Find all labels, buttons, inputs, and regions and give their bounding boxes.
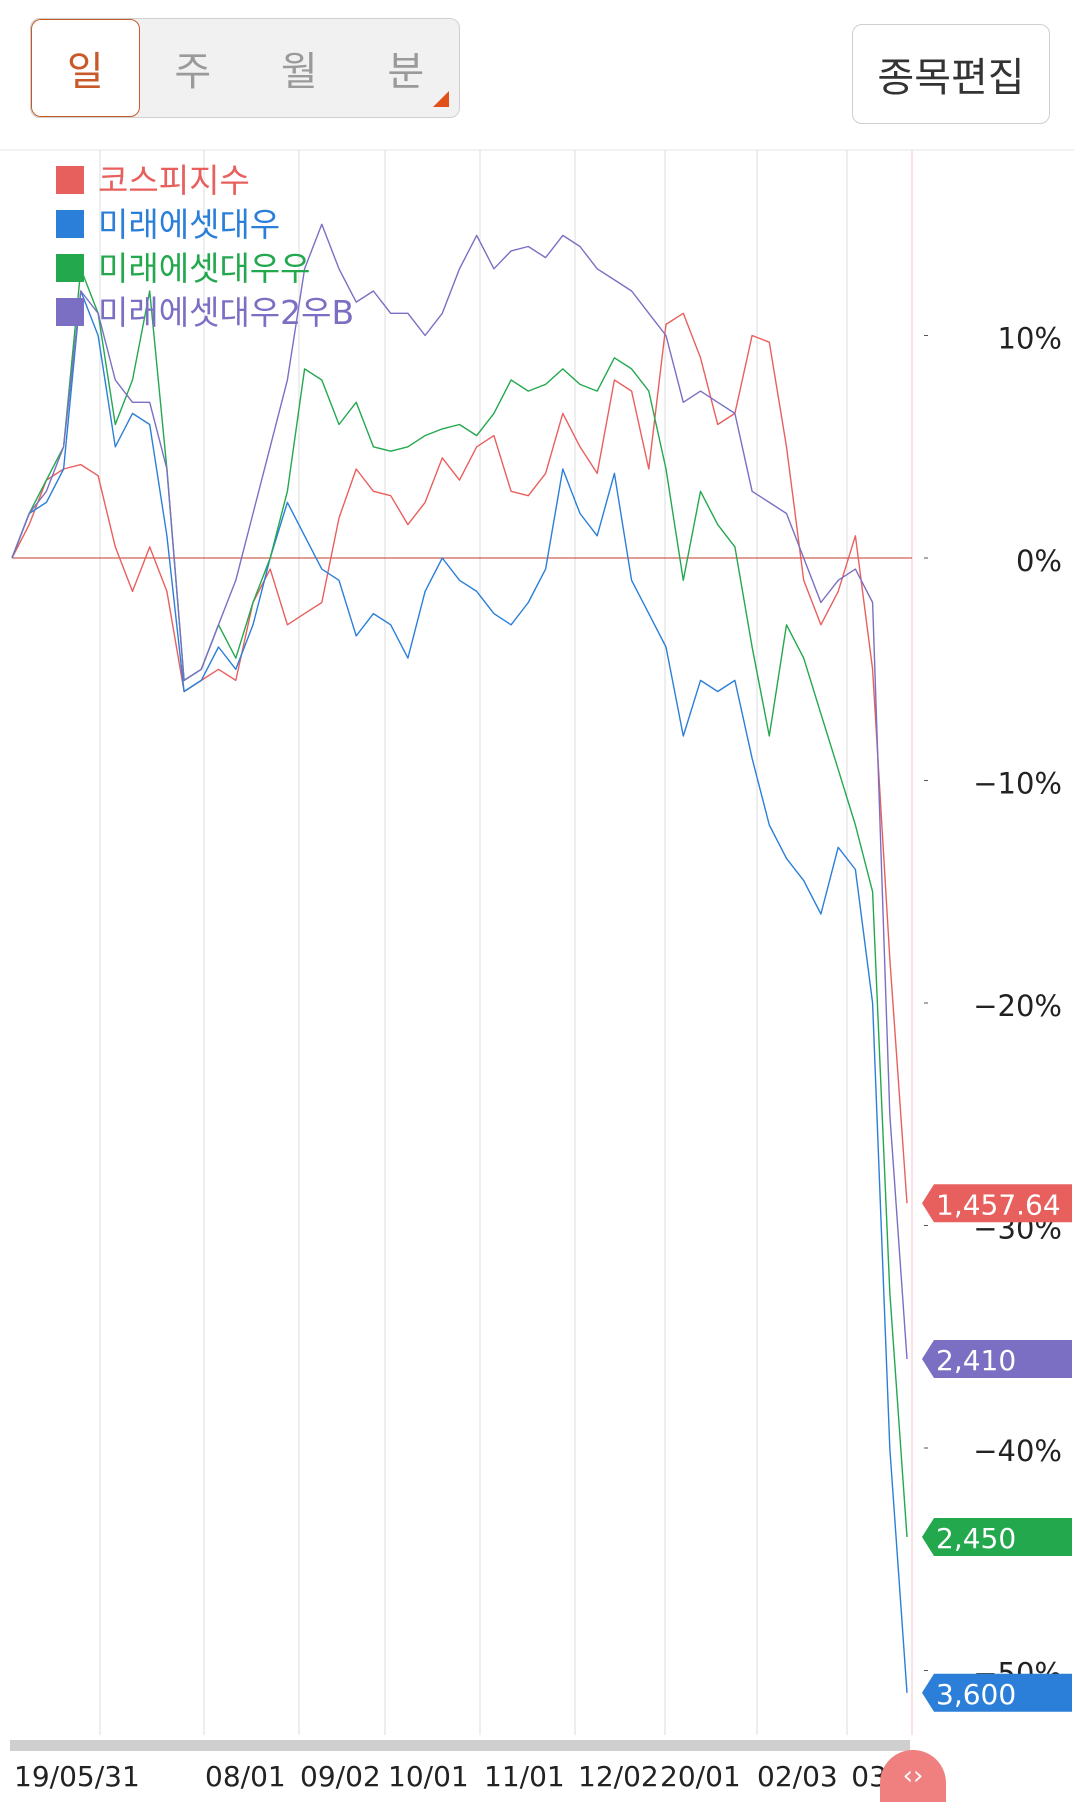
x-tick-label: 09/02 bbox=[300, 1760, 381, 1793]
x-tick-label: 20/01 bbox=[660, 1760, 741, 1793]
end-value-tag bbox=[922, 1673, 1072, 1712]
end-value-tag bbox=[922, 1518, 1072, 1556]
tab-minute[interactable]: 분 bbox=[387, 49, 425, 95]
horizontal-scrollbar[interactable] bbox=[10, 1740, 910, 1751]
end-value-tag bbox=[922, 1340, 1072, 1378]
y-tick-label: −10% bbox=[973, 767, 1062, 801]
series-line-4 bbox=[11, 223, 908, 1360]
series-line-3 bbox=[11, 268, 908, 1538]
legend-label: 코스피지수 bbox=[98, 161, 250, 200]
period-tabs: 일 주 월 분 bbox=[30, 18, 460, 118]
end-value-tag bbox=[922, 1184, 1072, 1223]
end-value-label: 3,600 bbox=[936, 1678, 1016, 1711]
y-tick-label: 0% bbox=[1016, 544, 1062, 578]
legend-swatch bbox=[56, 298, 84, 326]
y-tick-label: 10% bbox=[998, 322, 1062, 356]
y-tick-label: −20% bbox=[973, 989, 1062, 1023]
legend-label: 미래에셋대우우 bbox=[98, 249, 311, 288]
end-value-label: 2,450 bbox=[936, 1522, 1016, 1555]
tab-daily[interactable]: 일 bbox=[31, 19, 140, 117]
chart-scroll-handle[interactable]: ‹› bbox=[880, 1750, 946, 1802]
x-tick-label: 11/01 bbox=[484, 1760, 565, 1793]
legend-swatch bbox=[56, 210, 84, 238]
legend-label: 미래에셋대우 bbox=[98, 205, 280, 244]
end-value-label: 2,410 bbox=[936, 1344, 1016, 1377]
end-value-label: 1,457.64 bbox=[936, 1188, 1061, 1221]
tab-monthly[interactable]: 월 bbox=[280, 49, 318, 95]
legend-swatch bbox=[56, 166, 84, 194]
legend-swatch bbox=[56, 254, 84, 282]
x-tick-label: 19/05/31 bbox=[14, 1760, 140, 1793]
y-tick-label: −40% bbox=[973, 1434, 1062, 1468]
series-line-2 bbox=[11, 290, 908, 1693]
x-tick-label: 12/02 bbox=[578, 1760, 659, 1793]
scroll-arrows-icon: ‹› bbox=[902, 1761, 924, 1791]
x-tick-label: 10/01 bbox=[388, 1760, 469, 1793]
x-tick-label: 02/03 bbox=[757, 1760, 838, 1793]
tab-weekly[interactable]: 주 bbox=[174, 49, 212, 95]
legend-label: 미래에셋대우2우B bbox=[98, 293, 354, 332]
x-tick-label: 08/01 bbox=[205, 1760, 286, 1793]
series-line-1 bbox=[11, 312, 908, 1204]
edit-stocks-button[interactable]: 종목편집 bbox=[852, 24, 1050, 124]
more-options-corner-icon bbox=[433, 91, 449, 107]
